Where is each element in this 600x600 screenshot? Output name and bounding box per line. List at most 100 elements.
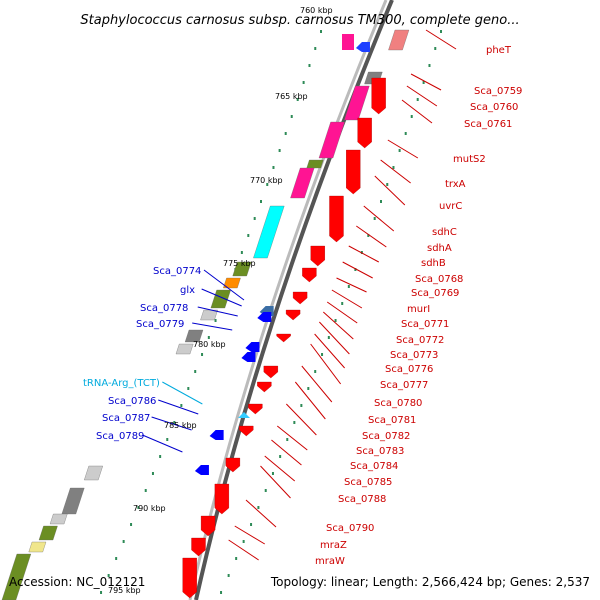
ruler-dot <box>227 574 230 577</box>
gene-label[interactable]: Sca_0772 <box>396 335 444 346</box>
leader-line <box>142 434 183 453</box>
gene-block <box>388 29 410 51</box>
gene-block <box>61 487 85 515</box>
gene-label[interactable]: Sca_0785 <box>344 477 392 488</box>
ruler-dot <box>296 98 299 101</box>
gene-label[interactable]: Sca_0769 <box>411 288 459 299</box>
ruler-dot <box>250 523 253 526</box>
accession-text: Accession: NC_012121 <box>9 575 145 589</box>
gene-label[interactable]: Sca_0788 <box>338 494 386 505</box>
leader-line <box>348 245 380 263</box>
ruler-dot <box>380 200 382 203</box>
ruler-dot <box>253 217 256 220</box>
leader-line <box>319 321 350 355</box>
leader-line <box>260 465 291 499</box>
ruler-dot <box>173 421 176 424</box>
forward-gene-arrow <box>285 309 301 321</box>
ruler-dot <box>130 523 133 526</box>
ruler-dot <box>159 455 162 458</box>
gene-label[interactable]: Sca_0789 <box>96 431 144 442</box>
forward-gene-arrow <box>329 195 344 243</box>
gene-label[interactable]: glx <box>180 285 195 296</box>
leader-line <box>401 99 433 124</box>
gene-block <box>210 289 231 309</box>
ruler-dot <box>410 115 413 118</box>
gene-label[interactable]: trxA <box>445 179 466 190</box>
forward-gene-arrow <box>263 365 278 379</box>
gene-label[interactable]: Sca_0759 <box>474 86 522 97</box>
ruler-dot <box>214 319 217 322</box>
gene-block <box>38 525 58 541</box>
gene-label[interactable]: Sca_0787 <box>102 413 150 424</box>
reverse-gene-arrow <box>194 465 209 475</box>
ruler-dot <box>354 268 357 271</box>
gene-label[interactable]: sdhB <box>421 258 446 269</box>
ruler-dot <box>314 47 317 50</box>
gene-block <box>28 541 47 553</box>
ruler-dot <box>201 353 204 356</box>
forward-gene-arrow <box>225 457 241 473</box>
gene-label[interactable]: mraW <box>315 556 345 567</box>
ruler-dot <box>290 115 293 118</box>
gene-label[interactable]: Sca_0760 <box>470 102 518 113</box>
ruler-dot <box>300 404 303 407</box>
gene-block <box>344 85 370 121</box>
ruler-dot <box>392 166 395 169</box>
right-gene-labels: pheT Sca_0759 Sca_0760 Sca_0761 mutS2 tr… <box>315 45 522 567</box>
gene-block <box>175 343 194 355</box>
gene-label[interactable]: sdhC <box>432 227 457 238</box>
gene-block <box>306 159 324 169</box>
gene-label[interactable]: Sca_0782 <box>362 431 410 442</box>
gene-label[interactable]: Sca_0773 <box>390 350 438 361</box>
gene-block <box>49 513 68 525</box>
leader-line <box>162 381 203 405</box>
gene-label[interactable]: Sca_0786 <box>108 396 156 407</box>
ruler-dot <box>166 438 169 441</box>
leader-line <box>314 333 345 369</box>
ruler-dot <box>240 251 243 254</box>
gene-label[interactable]: Sca_0778 <box>140 303 188 314</box>
gene-label[interactable]: uvrC <box>439 201 462 212</box>
gene-label[interactable]: Sca_0768 <box>415 274 463 285</box>
gene-label[interactable]: Sca_0781 <box>368 415 416 426</box>
ruler-dot <box>100 591 103 594</box>
gene-label[interactable]: Sca_0776 <box>385 364 433 375</box>
gene-label[interactable]: pheT <box>486 45 512 56</box>
ruler-dot <box>307 387 310 390</box>
gene-label[interactable]: Sca_0784 <box>350 461 398 472</box>
ruler-dot <box>327 336 330 339</box>
kbp-label: 785 kbp <box>164 421 197 430</box>
ruler-dot <box>320 30 323 33</box>
leader-line <box>342 261 373 279</box>
gene-label[interactable]: Sca_0777 <box>380 380 428 391</box>
gene-label[interactable]: Sca_0771 <box>401 319 449 330</box>
gene-label[interactable]: Sca_0761 <box>464 119 512 130</box>
gene-label[interactable]: Sca_0780 <box>374 398 422 409</box>
leader-line <box>336 277 367 293</box>
ruler-dot <box>187 387 190 390</box>
gene-label[interactable]: Sca_0774 <box>153 266 201 277</box>
leader-line <box>356 225 387 248</box>
reverse-gene-arrow <box>245 342 260 352</box>
gene-label[interactable]: Sca_0790 <box>326 523 374 534</box>
gene-label[interactable]: Sca_0783 <box>356 446 404 457</box>
gene-label[interactable]: mutS2 <box>453 154 486 165</box>
ruler-dot <box>347 285 350 288</box>
ruler-dot <box>180 404 183 407</box>
ruler-dot <box>341 302 344 305</box>
gene-label[interactable]: mraZ <box>320 540 347 551</box>
leader-line <box>264 455 296 482</box>
gene-label[interactable]: sdhA <box>427 243 452 254</box>
gene-block <box>200 309 218 321</box>
gene-label[interactable]: murI <box>407 304 430 315</box>
kbp-label: 770 kbp <box>250 176 283 185</box>
gene-label[interactable]: tRNA-Arg_(TCT) <box>83 378 160 389</box>
ruler-dot <box>271 472 274 475</box>
leader-line <box>331 289 363 309</box>
gene-label[interactable]: Sca_0779 <box>136 319 184 330</box>
gene-block <box>318 121 345 159</box>
leader-line <box>322 311 354 340</box>
ruler-dot <box>272 166 275 169</box>
